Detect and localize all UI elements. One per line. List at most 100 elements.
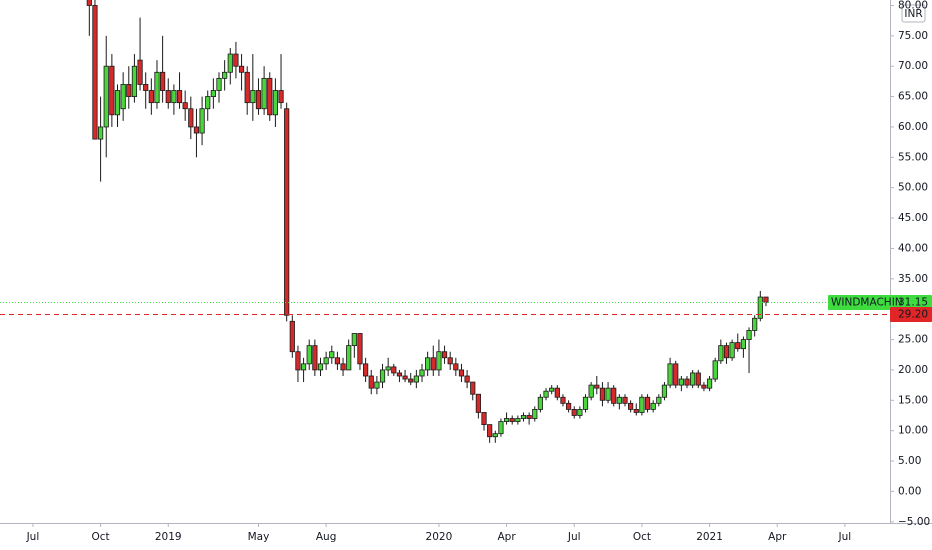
candle-body [441,351,448,359]
candle-body [267,77,273,116]
candle-body [740,339,746,350]
candle-body [244,71,250,104]
candle-body [661,384,668,398]
candle-body [599,387,606,401]
candle-body [729,342,735,359]
candle-body [690,372,696,386]
candle-body [216,77,222,91]
candle-body [425,357,431,371]
candle-body [723,345,730,359]
candle-body [148,90,154,104]
candle-body [137,59,143,85]
candle-body [706,378,713,389]
candle-body [582,396,589,410]
candle-body [470,381,476,395]
candle-body [498,421,504,435]
candle-body [385,366,391,371]
price-label-value: 29.20 [898,309,928,321]
candle-body [684,378,690,386]
candle-body [154,71,160,104]
candle-body [233,53,239,67]
candle-body [222,71,228,79]
candle-body [667,363,673,386]
candle-body [695,372,701,386]
candle-body [391,366,397,374]
price-label-name: WINDMACHIN [831,297,903,309]
x-tick-label: 2019 [155,531,182,543]
y-tick-label: 55.00 [898,151,928,163]
candle-body [436,351,442,371]
candle-body [509,418,515,422]
candle-body [346,345,352,371]
candle-body [644,396,651,410]
candle-body [193,126,200,134]
candle-body [126,84,132,97]
candle-body [238,65,245,73]
candle-body [611,387,617,404]
price-label-box [890,307,932,322]
candle-body [357,333,363,365]
y-tick-label: 50.00 [898,182,928,194]
candle-body [458,369,465,377]
y-tick-label: 80.00 [898,0,928,11]
candle-body [588,384,594,398]
candle-body [165,90,171,104]
candle-body [334,357,341,365]
candle-body [616,396,622,404]
y-tick-label: −5.00 [898,516,930,528]
candle-body [549,387,555,392]
candle-body [673,363,679,386]
currency-box[interactable] [901,4,926,23]
x-tick-label: 2020 [426,531,453,543]
candle-body [605,387,611,401]
y-tick-label: 25.00 [898,334,928,346]
candle-body [481,412,487,425]
x-tick-label: Apr [497,531,516,543]
x-tick-label: May [248,531,270,543]
x-tick-label: Oct [92,531,110,543]
candle-body [295,351,301,371]
candle-body [650,402,656,410]
candle-body [261,77,267,110]
candle-body [526,415,532,419]
candle-body [86,0,92,6]
y-tick-label: 65.00 [898,91,928,103]
candle-body [289,320,295,353]
candle-body [323,357,329,365]
candle-body [120,84,126,110]
candle-body [554,387,560,398]
candle-body [103,65,109,128]
candle-body [639,396,645,413]
candle-body [182,102,188,110]
candle-body [515,418,521,422]
y-tick-label: 5.00 [898,455,921,467]
candle-body [368,375,374,389]
candle-body [571,409,577,416]
x-tick-label: Apr [768,531,787,543]
x-tick-label: 2021 [696,531,723,543]
candle-body [272,90,278,116]
candle-body [419,369,425,377]
candle-body [199,108,205,134]
candle-body [594,384,600,389]
candle-body [176,90,183,104]
y-tick-label: 70.00 [898,60,928,72]
price-label-value: 31.15 [898,297,928,309]
x-tick-label: Jul [567,531,581,543]
candle-body [537,396,544,410]
y-tick-label: 75.00 [898,30,928,42]
candle-body [757,296,763,319]
y-tick-label: 40.00 [898,242,928,254]
y-tick-label: 15.00 [898,394,928,406]
candle-body [227,53,233,73]
y-tick-label: 60.00 [898,121,928,133]
price-label-box [828,295,932,310]
candle-body [171,90,177,104]
candle-body [92,5,98,140]
candle-body [143,84,149,91]
y-tick-label: 35.00 [898,273,928,285]
candle-body [752,317,758,331]
y-tick-label: 0.00 [898,485,921,497]
candle-body [487,424,493,438]
